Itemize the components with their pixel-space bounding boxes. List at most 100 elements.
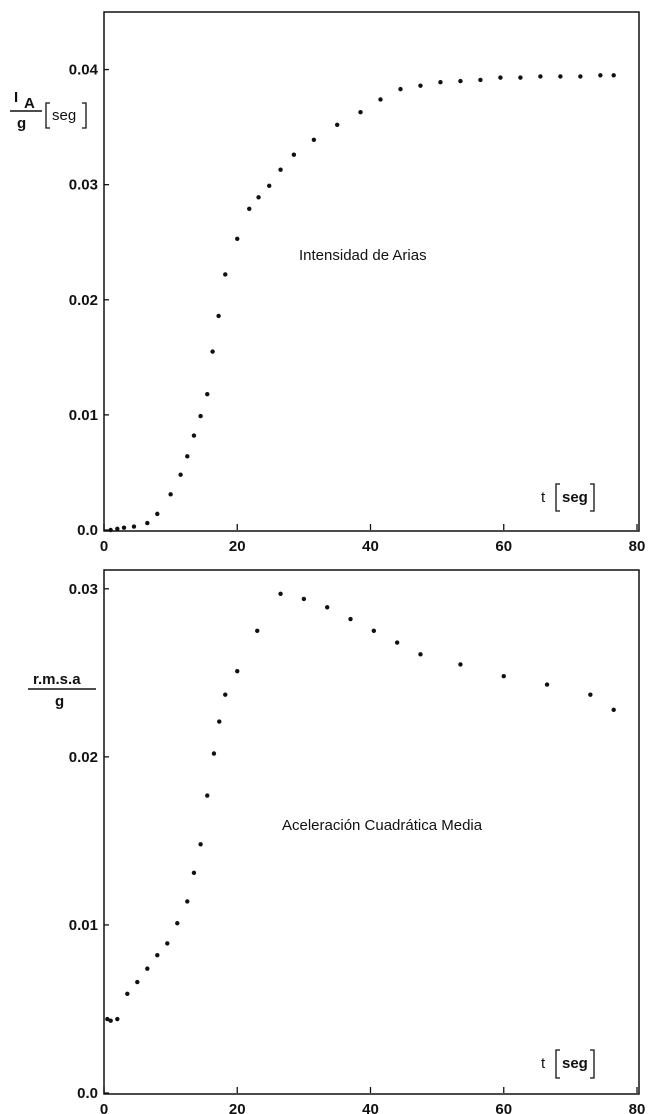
svg-text:t: t <box>541 1055 546 1072</box>
data-point <box>155 511 160 517</box>
data-point <box>125 991 130 997</box>
data-point <box>558 74 563 79</box>
data-point <box>191 870 197 876</box>
y-axis-label: I A g seg <box>10 89 87 132</box>
arias-intensity-chart: 0 20 40 60 80 0.0 0.01 0.02 0.03 0.04 Intensidad … <box>10 11 646 555</box>
data-point <box>438 80 443 85</box>
y-tick-label: 0.02 <box>69 749 98 766</box>
data-point <box>324 605 330 610</box>
svg-text:A: A <box>24 95 35 112</box>
data-point <box>235 236 240 241</box>
data-point <box>185 899 190 904</box>
svg-text:r.m.s.a: r.m.s.a <box>33 671 81 688</box>
data-point <box>501 674 506 679</box>
data-point <box>611 73 616 78</box>
data-point <box>191 433 197 438</box>
data-point <box>115 1016 120 1022</box>
data-point <box>105 1016 110 1022</box>
data-point <box>311 137 317 142</box>
chart-axes: 0 20 40 60 80 0.0 0.01 0.02 0.03 <box>69 581 646 1114</box>
chart-axes: 0 20 40 60 80 0.0 0.01 0.02 0.03 0.04 <box>69 62 646 555</box>
data-point <box>198 413 203 419</box>
data-point <box>178 472 183 477</box>
data-point <box>588 692 593 697</box>
y-tick-label: 0.03 <box>69 177 98 194</box>
svg-text:seg: seg <box>562 489 588 506</box>
data-point <box>278 167 283 172</box>
x-tick-label: 0 <box>100 538 108 555</box>
x-tick-label: 40 <box>362 1101 379 1114</box>
data-point <box>358 109 363 115</box>
x-tick-label: 0 <box>100 1101 108 1114</box>
data-point <box>247 206 252 212</box>
data-point <box>210 349 215 354</box>
data-point <box>334 122 340 128</box>
svg-text:g: g <box>17 115 26 132</box>
y-tick-label: 0.0 <box>77 1085 98 1102</box>
x-tick-label: 80 <box>629 1101 646 1114</box>
data-point <box>235 668 240 674</box>
y-axis-label: r.m.s.a g <box>28 671 96 710</box>
svg-text:I: I <box>14 89 18 106</box>
data-point <box>155 952 160 958</box>
x-axis-label: t seg <box>541 1049 595 1079</box>
chart-frame <box>103 11 640 532</box>
data-point <box>301 596 307 602</box>
data-point <box>378 97 383 102</box>
x-axis-label: t seg <box>541 483 595 512</box>
data-point <box>108 527 113 533</box>
data-point <box>255 628 260 634</box>
data-point <box>478 77 483 83</box>
data-points <box>105 591 616 1023</box>
data-point <box>578 74 583 79</box>
data-point <box>267 183 272 189</box>
data-point <box>223 692 228 697</box>
svg-text:seg: seg <box>52 107 76 124</box>
data-point <box>544 682 550 687</box>
data-point <box>611 707 616 713</box>
chart-annotation: Aceleración Cuadrática Media <box>282 817 483 834</box>
x-tick-label: 20 <box>229 538 246 555</box>
data-point <box>131 524 137 529</box>
data-point <box>398 86 403 92</box>
data-point <box>371 628 377 634</box>
y-tick-label: 0.02 <box>69 292 98 309</box>
data-point <box>135 979 140 985</box>
data-points <box>108 73 616 533</box>
svg-text:t: t <box>541 489 546 506</box>
data-point <box>278 591 283 597</box>
x-tick-label: 60 <box>495 538 512 555</box>
x-tick-label: 60 <box>495 1101 512 1114</box>
data-point <box>348 616 353 622</box>
data-point <box>165 941 170 946</box>
data-point <box>121 525 127 530</box>
data-point <box>458 662 463 667</box>
data-point <box>145 966 150 971</box>
x-tick-label: 40 <box>362 538 379 555</box>
data-point <box>175 921 180 926</box>
x-tick-label: 20 <box>229 1101 246 1114</box>
y-tick-label: 0.03 <box>69 581 98 598</box>
svg-text:seg: seg <box>562 1055 588 1072</box>
chart-annotation: Intensidad de Arias <box>299 247 427 264</box>
data-point <box>185 454 190 459</box>
data-point <box>223 272 228 277</box>
data-point <box>394 640 400 645</box>
svg-text:g: g <box>55 693 64 710</box>
data-point <box>458 78 463 84</box>
data-point <box>598 73 603 78</box>
y-tick-label: 0.01 <box>69 407 98 424</box>
y-tick-label: 0.01 <box>69 917 98 934</box>
y-tick-label: 0.04 <box>69 62 99 79</box>
data-point <box>205 391 210 397</box>
data-point <box>216 313 221 319</box>
data-point <box>256 195 261 200</box>
data-point <box>498 75 503 80</box>
data-point <box>291 152 297 157</box>
data-point <box>168 492 173 497</box>
data-point <box>198 842 203 847</box>
data-point <box>538 74 543 79</box>
x-tick-label: 80 <box>629 538 646 555</box>
data-point <box>145 520 150 526</box>
